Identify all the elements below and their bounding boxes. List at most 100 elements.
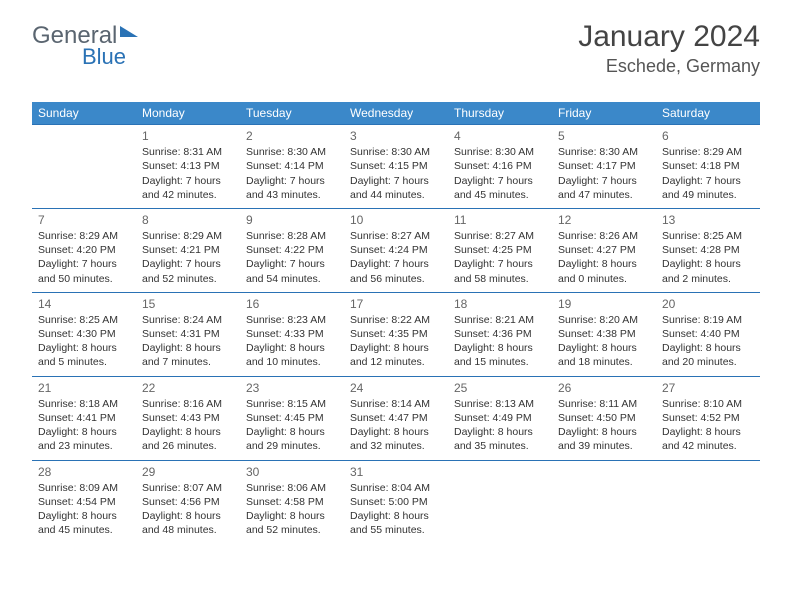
calendar-cell: 16Sunrise: 8:23 AMSunset: 4:33 PMDayligh… bbox=[240, 292, 344, 376]
sunset-text: Sunset: 4:50 PM bbox=[558, 411, 650, 425]
day-number: 9 bbox=[246, 212, 338, 228]
sunrise-text: Sunrise: 8:09 AM bbox=[38, 481, 130, 495]
sunrise-text: Sunrise: 8:31 AM bbox=[142, 145, 234, 159]
calendar-cell: 9Sunrise: 8:28 AMSunset: 4:22 PMDaylight… bbox=[240, 208, 344, 292]
calendar-cell: 2Sunrise: 8:30 AMSunset: 4:14 PMDaylight… bbox=[240, 124, 344, 208]
day-number: 28 bbox=[38, 464, 130, 480]
day-number: 10 bbox=[350, 212, 442, 228]
sunrise-text: Sunrise: 8:27 AM bbox=[454, 229, 546, 243]
sunrise-text: Sunrise: 8:30 AM bbox=[454, 145, 546, 159]
daylight-text: Daylight: 8 hours and 32 minutes. bbox=[350, 425, 442, 453]
daylight-text: Daylight: 8 hours and 55 minutes. bbox=[350, 509, 442, 537]
day-number: 1 bbox=[142, 128, 234, 144]
daylight-text: Daylight: 8 hours and 20 minutes. bbox=[662, 341, 754, 369]
daylight-text: Daylight: 7 hours and 45 minutes. bbox=[454, 174, 546, 202]
sunset-text: Sunset: 4:56 PM bbox=[142, 495, 234, 509]
day-number: 5 bbox=[558, 128, 650, 144]
daylight-text: Daylight: 8 hours and 42 minutes. bbox=[662, 425, 754, 453]
sunrise-text: Sunrise: 8:27 AM bbox=[350, 229, 442, 243]
calendar-cell bbox=[656, 460, 760, 544]
daylight-text: Daylight: 8 hours and 15 minutes. bbox=[454, 341, 546, 369]
sunset-text: Sunset: 4:41 PM bbox=[38, 411, 130, 425]
sunset-text: Sunset: 4:33 PM bbox=[246, 327, 338, 341]
sunrise-text: Sunrise: 8:22 AM bbox=[350, 313, 442, 327]
calendar-cell: 29Sunrise: 8:07 AMSunset: 4:56 PMDayligh… bbox=[136, 460, 240, 544]
day-number: 18 bbox=[454, 296, 546, 312]
sunrise-text: Sunrise: 8:30 AM bbox=[246, 145, 338, 159]
calendar-cell: 15Sunrise: 8:24 AMSunset: 4:31 PMDayligh… bbox=[136, 292, 240, 376]
sunset-text: Sunset: 4:58 PM bbox=[246, 495, 338, 509]
sunrise-text: Sunrise: 8:04 AM bbox=[350, 481, 442, 495]
sunset-text: Sunset: 4:20 PM bbox=[38, 243, 130, 257]
day-number: 4 bbox=[454, 128, 546, 144]
daylight-text: Daylight: 8 hours and 5 minutes. bbox=[38, 341, 130, 369]
sunrise-text: Sunrise: 8:15 AM bbox=[246, 397, 338, 411]
daylight-text: Daylight: 8 hours and 23 minutes. bbox=[38, 425, 130, 453]
day-number: 6 bbox=[662, 128, 754, 144]
sunrise-text: Sunrise: 8:10 AM bbox=[662, 397, 754, 411]
calendar-grid: SundayMondayTuesdayWednesdayThursdayFrid… bbox=[32, 102, 760, 543]
day-header: Saturday bbox=[656, 102, 760, 124]
sunset-text: Sunset: 4:43 PM bbox=[142, 411, 234, 425]
daylight-text: Daylight: 8 hours and 35 minutes. bbox=[454, 425, 546, 453]
sunrise-text: Sunrise: 8:07 AM bbox=[142, 481, 234, 495]
calendar-cell: 31Sunrise: 8:04 AMSunset: 5:00 PMDayligh… bbox=[344, 460, 448, 544]
day-number: 24 bbox=[350, 380, 442, 396]
calendar-cell: 10Sunrise: 8:27 AMSunset: 4:24 PMDayligh… bbox=[344, 208, 448, 292]
calendar-cell: 18Sunrise: 8:21 AMSunset: 4:36 PMDayligh… bbox=[448, 292, 552, 376]
daylight-text: Daylight: 7 hours and 44 minutes. bbox=[350, 174, 442, 202]
sunset-text: Sunset: 4:36 PM bbox=[454, 327, 546, 341]
sunset-text: Sunset: 4:25 PM bbox=[454, 243, 546, 257]
day-number: 13 bbox=[662, 212, 754, 228]
sunset-text: Sunset: 4:31 PM bbox=[142, 327, 234, 341]
calendar-cell: 22Sunrise: 8:16 AMSunset: 4:43 PMDayligh… bbox=[136, 376, 240, 460]
day-header: Sunday bbox=[32, 102, 136, 124]
day-number: 31 bbox=[350, 464, 442, 480]
day-number: 21 bbox=[38, 380, 130, 396]
daylight-text: Daylight: 7 hours and 42 minutes. bbox=[142, 174, 234, 202]
calendar-cell: 23Sunrise: 8:15 AMSunset: 4:45 PMDayligh… bbox=[240, 376, 344, 460]
logo-sub: Blue bbox=[82, 44, 126, 70]
calendar-cell: 5Sunrise: 8:30 AMSunset: 4:17 PMDaylight… bbox=[552, 124, 656, 208]
calendar-cell: 24Sunrise: 8:14 AMSunset: 4:47 PMDayligh… bbox=[344, 376, 448, 460]
day-number: 8 bbox=[142, 212, 234, 228]
day-number: 29 bbox=[142, 464, 234, 480]
sunrise-text: Sunrise: 8:29 AM bbox=[142, 229, 234, 243]
daylight-text: Daylight: 8 hours and 18 minutes. bbox=[558, 341, 650, 369]
daylight-text: Daylight: 8 hours and 48 minutes. bbox=[142, 509, 234, 537]
sunset-text: Sunset: 4:40 PM bbox=[662, 327, 754, 341]
daylight-text: Daylight: 7 hours and 47 minutes. bbox=[558, 174, 650, 202]
day-number: 26 bbox=[558, 380, 650, 396]
daylight-text: Daylight: 8 hours and 7 minutes. bbox=[142, 341, 234, 369]
calendar-cell: 11Sunrise: 8:27 AMSunset: 4:25 PMDayligh… bbox=[448, 208, 552, 292]
calendar-cell: 1Sunrise: 8:31 AMSunset: 4:13 PMDaylight… bbox=[136, 124, 240, 208]
triangle-icon bbox=[120, 26, 138, 37]
calendar-cell: 14Sunrise: 8:25 AMSunset: 4:30 PMDayligh… bbox=[32, 292, 136, 376]
calendar-cell: 27Sunrise: 8:10 AMSunset: 4:52 PMDayligh… bbox=[656, 376, 760, 460]
daylight-text: Daylight: 7 hours and 56 minutes. bbox=[350, 257, 442, 285]
day-number: 22 bbox=[142, 380, 234, 396]
sunrise-text: Sunrise: 8:25 AM bbox=[662, 229, 754, 243]
sunset-text: Sunset: 4:28 PM bbox=[662, 243, 754, 257]
sunset-text: Sunset: 4:54 PM bbox=[38, 495, 130, 509]
day-number: 17 bbox=[350, 296, 442, 312]
daylight-text: Daylight: 8 hours and 0 minutes. bbox=[558, 257, 650, 285]
calendar-cell bbox=[32, 124, 136, 208]
sunset-text: Sunset: 4:30 PM bbox=[38, 327, 130, 341]
location-label: Eschede, Germany bbox=[578, 56, 760, 77]
daylight-text: Daylight: 7 hours and 52 minutes. bbox=[142, 257, 234, 285]
calendar-cell: 8Sunrise: 8:29 AMSunset: 4:21 PMDaylight… bbox=[136, 208, 240, 292]
calendar-cell: 19Sunrise: 8:20 AMSunset: 4:38 PMDayligh… bbox=[552, 292, 656, 376]
sunrise-text: Sunrise: 8:18 AM bbox=[38, 397, 130, 411]
daylight-text: Daylight: 7 hours and 58 minutes. bbox=[454, 257, 546, 285]
calendar-cell: 4Sunrise: 8:30 AMSunset: 4:16 PMDaylight… bbox=[448, 124, 552, 208]
sunset-text: Sunset: 4:16 PM bbox=[454, 159, 546, 173]
sunset-text: Sunset: 4:22 PM bbox=[246, 243, 338, 257]
day-number: 2 bbox=[246, 128, 338, 144]
sunset-text: Sunset: 4:47 PM bbox=[350, 411, 442, 425]
sunset-text: Sunset: 4:21 PM bbox=[142, 243, 234, 257]
calendar-cell: 21Sunrise: 8:18 AMSunset: 4:41 PMDayligh… bbox=[32, 376, 136, 460]
day-number: 30 bbox=[246, 464, 338, 480]
calendar-cell bbox=[552, 460, 656, 544]
sunset-text: Sunset: 4:15 PM bbox=[350, 159, 442, 173]
